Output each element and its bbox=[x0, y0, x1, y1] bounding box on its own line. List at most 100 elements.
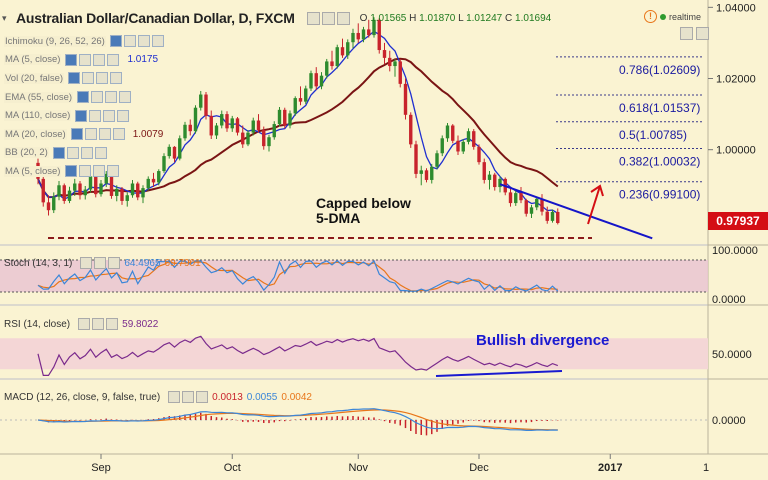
candle-body[interactable] bbox=[482, 162, 486, 180]
candle-body[interactable] bbox=[377, 19, 381, 51]
candle-body[interactable] bbox=[67, 190, 72, 201]
candle-body[interactable] bbox=[508, 192, 513, 204]
candle-body[interactable] bbox=[57, 185, 61, 197]
candle-body[interactable] bbox=[487, 174, 492, 180]
candle-body[interactable] bbox=[545, 211, 549, 221]
candle-body[interactable] bbox=[540, 198, 544, 212]
candle-body[interactable] bbox=[293, 98, 297, 114]
gear-icon[interactable] bbox=[79, 53, 92, 66]
gear-icon[interactable] bbox=[92, 318, 105, 330]
candle-body[interactable] bbox=[83, 189, 87, 196]
candle-body[interactable] bbox=[319, 75, 324, 87]
candle-body[interactable] bbox=[41, 178, 45, 203]
candle-body[interactable] bbox=[498, 178, 502, 188]
trendline[interactable] bbox=[499, 183, 653, 240]
candle-body[interactable] bbox=[435, 153, 439, 167]
close-icon[interactable] bbox=[106, 318, 119, 330]
candle-body[interactable] bbox=[335, 47, 339, 67]
candle-body[interactable] bbox=[52, 196, 56, 211]
more-icon[interactable] bbox=[119, 91, 132, 104]
eye-icon[interactable] bbox=[109, 35, 122, 48]
candle-body[interactable] bbox=[388, 57, 392, 67]
close-icon[interactable] bbox=[93, 165, 106, 178]
gear-icon[interactable] bbox=[321, 11, 335, 25]
candle-body[interactable] bbox=[514, 193, 518, 204]
candle-body[interactable] bbox=[393, 61, 397, 67]
candle-body[interactable] bbox=[430, 166, 434, 180]
indicator-row[interactable]: MA (110, close) bbox=[4, 106, 164, 125]
candle-body[interactable] bbox=[199, 94, 203, 108]
close-icon[interactable] bbox=[137, 35, 150, 48]
candle-body[interactable] bbox=[372, 19, 376, 36]
candle-body[interactable] bbox=[220, 114, 224, 126]
eye-icon[interactable] bbox=[78, 318, 91, 330]
candle-body[interactable] bbox=[157, 171, 161, 183]
indicator-row[interactable]: MA (5, close) 1.0175 bbox=[4, 51, 164, 70]
candle-body[interactable] bbox=[246, 132, 250, 145]
macd-pane[interactable] bbox=[0, 380, 708, 454]
candle-body[interactable] bbox=[62, 185, 66, 201]
candle-body[interactable] bbox=[493, 174, 497, 188]
candle-body[interactable] bbox=[309, 73, 313, 89]
close-icon[interactable] bbox=[105, 91, 118, 104]
candle-body[interactable] bbox=[151, 178, 156, 183]
candle-body[interactable] bbox=[230, 118, 234, 129]
candle-body[interactable] bbox=[120, 188, 124, 201]
candle-body[interactable] bbox=[178, 138, 182, 159]
candle-body[interactable] bbox=[314, 73, 318, 87]
candle-body[interactable] bbox=[130, 183, 135, 196]
gear-icon[interactable] bbox=[84, 128, 97, 141]
candle-body[interactable] bbox=[88, 176, 93, 190]
candle-body[interactable] bbox=[115, 188, 119, 196]
candle-body[interactable] bbox=[451, 125, 455, 141]
eye-icon[interactable] bbox=[168, 391, 181, 403]
eye-icon[interactable] bbox=[80, 257, 93, 269]
candle-body[interactable] bbox=[472, 131, 476, 147]
gear-icon[interactable] bbox=[89, 109, 102, 122]
candle-body[interactable] bbox=[104, 173, 108, 184]
indicator-row[interactable]: EMA (55, close) bbox=[4, 88, 164, 107]
candle-body[interactable] bbox=[325, 61, 329, 76]
gear-icon[interactable] bbox=[79, 165, 92, 178]
candle-body[interactable] bbox=[356, 32, 360, 40]
candle-body[interactable] bbox=[403, 83, 408, 115]
collapse-icon[interactable]: ▾ bbox=[2, 13, 7, 23]
candle-body[interactable] bbox=[251, 120, 255, 133]
candle-body[interactable] bbox=[550, 211, 555, 221]
candle-body[interactable] bbox=[204, 94, 208, 116]
close-icon[interactable] bbox=[80, 146, 93, 159]
candle-body[interactable] bbox=[46, 202, 51, 211]
candle-body[interactable] bbox=[162, 156, 166, 172]
candle-body[interactable] bbox=[272, 124, 276, 138]
candle-body[interactable] bbox=[141, 188, 145, 198]
close-icon[interactable] bbox=[98, 128, 111, 141]
gear-icon[interactable] bbox=[123, 35, 136, 48]
candle-body[interactable] bbox=[414, 144, 418, 174]
eye-icon[interactable] bbox=[75, 109, 88, 122]
candle-body[interactable] bbox=[340, 47, 345, 56]
candle-body[interactable] bbox=[283, 109, 287, 126]
gear-icon[interactable] bbox=[182, 391, 195, 403]
candle-body[interactable] bbox=[461, 141, 465, 152]
candle-body[interactable] bbox=[466, 131, 471, 142]
gear-icon[interactable] bbox=[91, 91, 104, 104]
candle-body[interactable] bbox=[241, 132, 245, 145]
candle-body[interactable] bbox=[267, 137, 271, 147]
candle-body[interactable] bbox=[73, 183, 77, 191]
more-icon[interactable] bbox=[94, 146, 107, 159]
candle-body[interactable] bbox=[214, 125, 219, 136]
candle-body[interactable] bbox=[346, 42, 350, 56]
eye-icon[interactable] bbox=[77, 91, 90, 104]
close-icon[interactable] bbox=[108, 257, 121, 269]
indicator-row[interactable]: Vol (20, false) bbox=[4, 69, 164, 88]
candle-body[interactable] bbox=[125, 195, 129, 201]
close-icon[interactable] bbox=[93, 53, 106, 66]
candle-body[interactable] bbox=[556, 211, 560, 224]
candle-body[interactable] bbox=[288, 113, 292, 126]
candle-body[interactable] bbox=[298, 98, 303, 102]
candle-body[interactable] bbox=[225, 114, 229, 129]
gear-icon[interactable] bbox=[66, 146, 79, 159]
eye-icon[interactable] bbox=[306, 11, 320, 25]
more-icon[interactable] bbox=[107, 53, 120, 66]
